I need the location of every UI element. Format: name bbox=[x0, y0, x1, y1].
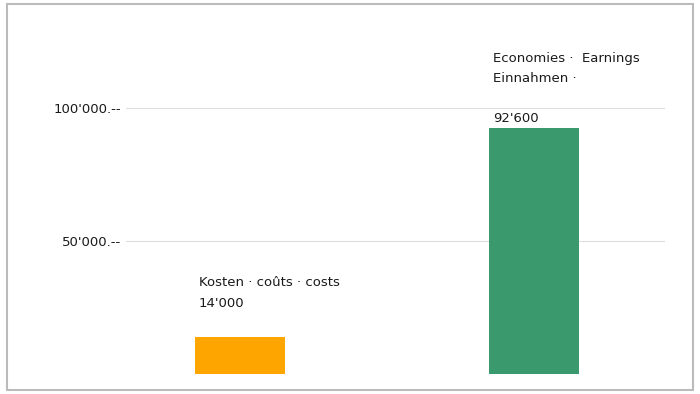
Text: 92'600: 92'600 bbox=[493, 112, 538, 125]
Text: Kosten · coûts · costs: Kosten · coûts · costs bbox=[199, 276, 340, 289]
Bar bbox=[489, 128, 580, 374]
Text: 14'000: 14'000 bbox=[199, 297, 244, 310]
Text: Einnahmen ·: Einnahmen · bbox=[493, 72, 576, 85]
Bar bbox=[195, 337, 285, 374]
Text: Economies ·  Earnings: Economies · Earnings bbox=[493, 52, 639, 65]
